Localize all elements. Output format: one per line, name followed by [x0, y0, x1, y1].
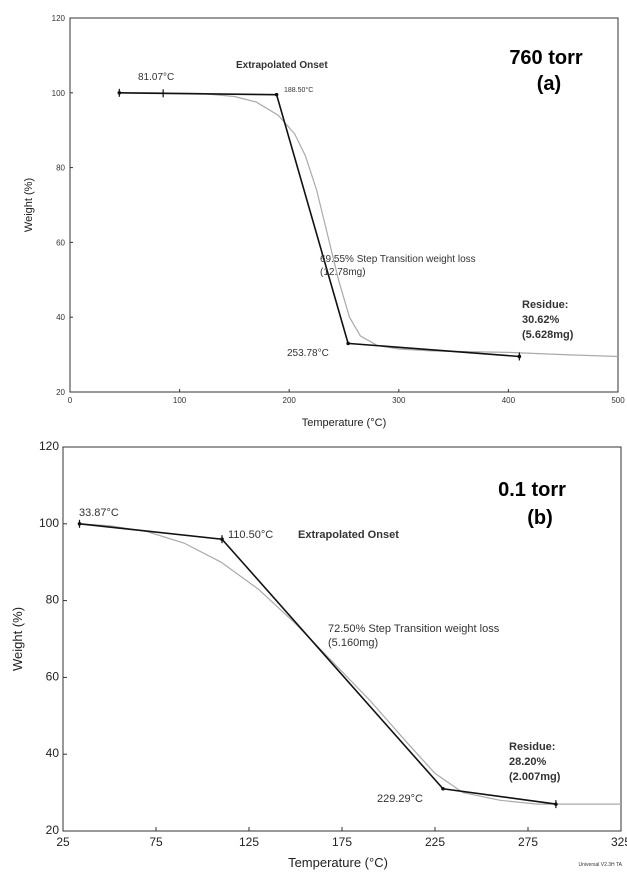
x-tick-label-b: 125 [239, 835, 259, 849]
chart-a: 0 100 200 300 400 500 20 40 60 80 100 120 Temperatu… [23, 14, 625, 429]
series-a [117, 88, 619, 361]
tangent-point-a [346, 341, 350, 346]
residue-percent-a: 30.62% [522, 314, 560, 326]
onset-header-b: Extrapolated Onset [298, 529, 399, 541]
residue-mass-b: (2.007mg) [509, 771, 561, 783]
x-axis-label-a: Temperature (°C) [302, 417, 386, 429]
x-tick-label-b: 275 [518, 835, 538, 849]
onset-point-label-a: 188.50°C [284, 86, 313, 94]
x-tick-label-b: 225 [425, 835, 445, 849]
residue-mass-a: (5.628mg) [522, 329, 574, 341]
y-axis-label-b: Weight (%) [10, 607, 25, 671]
measured-weight-curve-b [79, 523, 621, 805]
pressure-label-a: 760 torr [509, 47, 583, 69]
step-transition-label-a: 69.55% Step Transition weight loss [320, 254, 476, 265]
y-tick-label-b: 100 [39, 516, 59, 530]
onset-point-label-b: 110.50°C [228, 529, 273, 541]
axis-ticks-a: 0 100 200 300 400 500 20 40 60 80 100 120 [52, 14, 626, 405]
x-tick-label-a: 400 [502, 396, 516, 405]
y-tick-label-a: 80 [56, 164, 65, 173]
axis-ticks-b: 25 75 125 175 225 275 325 20 40 60 80 100 120 [39, 439, 627, 849]
y-axis-label-a: Weight (%) [23, 178, 35, 232]
x-tick-label-a: 500 [611, 396, 625, 405]
x-axis-label-b: Temperature (°C) [288, 855, 388, 870]
residue-percent-b: 28.20% [509, 756, 547, 768]
residue-title-a: Residue: [522, 299, 568, 311]
end-temp-label-b: 229.29°C [377, 793, 423, 805]
x-tick-label-a: 200 [283, 396, 297, 405]
y-tick-label-a: 60 [56, 238, 65, 247]
y-tick-label-b: 60 [46, 669, 60, 683]
x-tick-label-a: 0 [68, 396, 73, 405]
y-tick-label-a: 20 [56, 388, 65, 397]
chart-b: 25 75 125 175 225 275 325 20 40 60 80 100 120 Temper… [10, 439, 627, 870]
step-mass-label-a: (12.78mg) [320, 267, 366, 278]
tangent-construction-line-b [79, 523, 557, 805]
x-tick-label-b: 175 [332, 835, 352, 849]
x-tick-label-a: 100 [173, 396, 187, 405]
y-tick-label-b: 40 [46, 746, 60, 760]
y-tick-label-b: 20 [46, 823, 60, 837]
step-transition-label-b: 72.50% Step Transition weight loss [328, 623, 500, 635]
x-tick-label-b: 75 [149, 835, 163, 849]
y-tick-label-b: 80 [46, 593, 60, 607]
series-b [77, 519, 621, 809]
residue-title-b: Residue: [509, 741, 555, 753]
end-temp-label-a: 253.78°C [287, 348, 329, 359]
x-tick-label-b: 325 [611, 835, 627, 849]
software-footer: Universal V2.3H TA [579, 862, 623, 868]
x-tick-label-a: 300 [392, 396, 406, 405]
y-tick-label-a: 100 [52, 89, 66, 98]
x-tick-label-b: 25 [56, 835, 70, 849]
tangent-point-a [274, 92, 279, 97]
tangent-construction-line-a [119, 92, 520, 358]
onset-header-a: Extrapolated Onset [236, 60, 328, 71]
panel-label-a: (a) [537, 73, 561, 95]
onset-temp-label-a: 81.07°C [138, 72, 174, 83]
y-tick-label-a: 40 [56, 313, 65, 322]
step-mass-label-b: (5.160mg) [328, 637, 378, 649]
onset-temp-label-b: 33.87°C [79, 507, 119, 519]
pressure-label-b: 0.1 torr [498, 479, 566, 501]
tangent-point-b [441, 786, 445, 791]
y-tick-label-a: 120 [52, 14, 66, 23]
y-tick-label-b: 120 [39, 439, 59, 453]
panel-label-b: (b) [527, 507, 553, 529]
plot-frame-a [69, 17, 619, 393]
